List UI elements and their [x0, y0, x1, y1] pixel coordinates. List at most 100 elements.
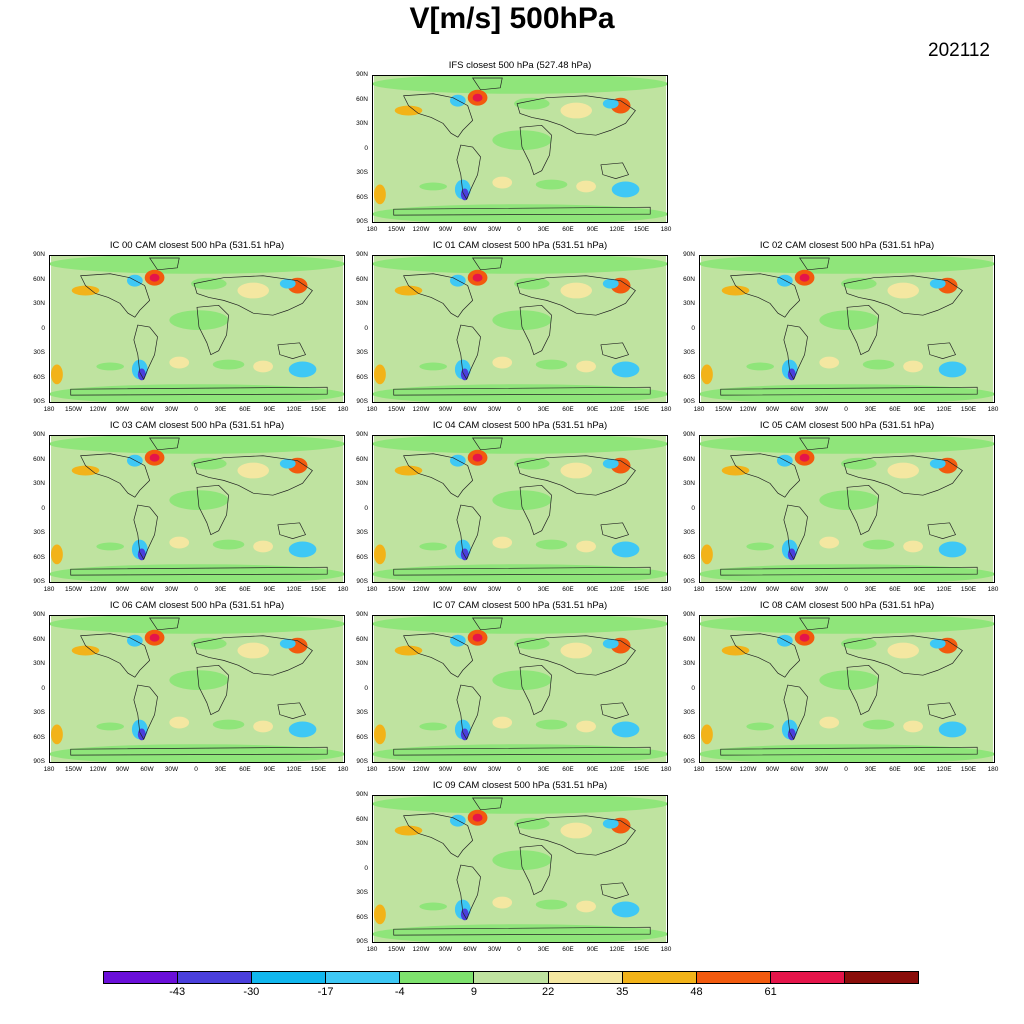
longitude-label: 120W — [739, 586, 757, 593]
map-panel: IC 08 CAM closest 500 hPa (531.51 hPa) 90… — [677, 600, 998, 773]
longitude-label: 60E — [562, 586, 574, 593]
latitude-label: 60S — [356, 733, 368, 741]
longitude-label: 60W — [790, 406, 804, 413]
longitude-label: 180 — [660, 946, 672, 953]
field-band — [191, 277, 227, 290]
latitude-label: 90N — [356, 431, 368, 438]
longitude-label: 60E — [239, 766, 251, 773]
colorbar-swatch — [622, 972, 697, 983]
coastline-outline — [846, 664, 879, 716]
field-positive — [819, 716, 840, 729]
latitude-label: 30N — [683, 300, 695, 307]
coastline-outline — [519, 484, 552, 536]
field-positive — [576, 900, 596, 913]
map-panel: IC 04 CAM closest 500 hPa (531.51 hPa) 90… — [350, 420, 671, 593]
longitude-label: 30W — [487, 406, 502, 413]
latitude-label: 60N — [33, 275, 45, 283]
field-band — [169, 310, 229, 330]
colorbar-swatch — [548, 972, 623, 983]
field-band — [373, 616, 667, 634]
field-minimum — [787, 728, 796, 741]
longitude-label: 90W — [115, 586, 130, 593]
longitude-label: 90E — [586, 406, 599, 413]
coastline-outline — [196, 484, 229, 536]
longitude-label: 180 — [693, 406, 705, 413]
longitude-label: 30W — [814, 766, 829, 773]
field-maximum-core — [799, 633, 810, 642]
coastline-outline — [730, 273, 801, 318]
latitude-label: 60N — [356, 95, 368, 103]
field-band — [535, 899, 568, 910]
latitude-label: 0 — [364, 684, 368, 692]
colorbar-swatch — [696, 972, 771, 983]
field-band — [746, 362, 774, 371]
field-positive — [492, 896, 513, 909]
longitude-label: 120E — [936, 766, 952, 773]
colorbar-swatch — [252, 972, 327, 983]
latitude-label: 30S — [683, 709, 695, 716]
coastline-outline — [519, 124, 552, 176]
latitude-label: 30N — [356, 840, 368, 847]
longitude-label: 60E — [889, 766, 901, 773]
field-band — [841, 637, 877, 650]
field-positive — [721, 465, 750, 476]
longitude-label: 180 — [660, 586, 672, 593]
longitude-label: 30E — [537, 406, 550, 413]
field-positive — [394, 285, 423, 296]
contour-map — [49, 615, 345, 763]
latitude-label: 90N — [33, 611, 45, 618]
field-positive — [887, 282, 920, 299]
longitude-label: 180 — [693, 586, 705, 593]
map-panel: IC 05 CAM closest 500 hPa (531.51 hPa) 90… — [677, 420, 998, 593]
longitude-label: 90W — [438, 946, 453, 953]
field-minimum — [137, 728, 146, 741]
longitude-label: 150E — [633, 766, 650, 773]
panel-title: IFS closest 500 hPa (527.48 hPa) — [448, 60, 592, 71]
field-positive — [169, 716, 190, 729]
field-positive — [374, 184, 386, 205]
field-positive — [394, 825, 423, 836]
latitude-label: 30N — [356, 120, 368, 127]
latitude-label: 90N — [356, 71, 368, 78]
field-negative — [602, 818, 619, 829]
field-band — [419, 182, 447, 191]
field-maximum-core — [799, 273, 810, 282]
longitude-label: 150E — [633, 226, 650, 233]
colorbar-label: 35 — [616, 986, 629, 998]
field-maximum-core — [149, 453, 160, 462]
field-band — [492, 850, 552, 870]
latitude-label: 30S — [33, 529, 45, 536]
longitude-label: 180 — [366, 946, 378, 953]
field-positive — [560, 462, 593, 479]
coastline-outline — [600, 702, 630, 719]
field-band — [96, 362, 124, 371]
latitude-label: 90N — [356, 791, 368, 798]
coastline-outline — [843, 275, 963, 316]
panel-title: IC 08 CAM closest 500 hPa (531.51 hPa) — [759, 600, 935, 611]
latitude-label: 90S — [683, 398, 695, 405]
longitude-label: 150W — [715, 586, 732, 593]
latitude-label: 30N — [33, 300, 45, 307]
field-negative — [288, 541, 317, 558]
coastline-outline — [193, 635, 313, 676]
longitude-label: 0 — [517, 766, 521, 773]
field-positive — [374, 364, 386, 385]
coastline-outline — [516, 815, 636, 856]
colorbar-swatch — [326, 972, 401, 983]
longitude-label: 60E — [239, 586, 251, 593]
longitude-label: 120E — [936, 406, 952, 413]
coastline-outline — [70, 566, 328, 576]
coastline-outline — [519, 304, 552, 356]
field-band — [492, 310, 552, 330]
coastline-outline — [70, 746, 328, 756]
longitude-label: 150E — [633, 586, 650, 593]
panel-title: IC 02 CAM closest 500 hPa (531.51 hPa) — [759, 240, 935, 251]
coastline-outline — [403, 273, 474, 318]
latitude-label: 30S — [356, 529, 368, 536]
longitude-label: 180 — [337, 586, 349, 593]
longitude-label: 120E — [286, 766, 302, 773]
contour-map — [372, 435, 668, 583]
field-band — [700, 616, 994, 634]
latitude-label: 60N — [33, 455, 45, 463]
coastline-outline — [799, 617, 830, 631]
